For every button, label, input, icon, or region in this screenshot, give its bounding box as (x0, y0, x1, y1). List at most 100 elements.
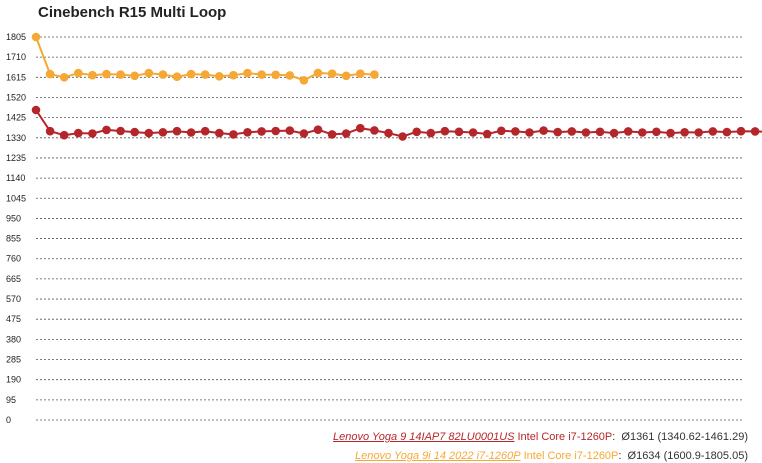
data-point[interactable] (186, 69, 196, 79)
data-point[interactable] (356, 123, 365, 133)
data-point[interactable] (215, 128, 224, 138)
y-tick-label: 190 (6, 375, 21, 385)
y-axis-ticks: 1805171016151520142513301235114010459508… (6, 32, 26, 425)
data-point[interactable] (638, 128, 647, 137)
y-tick-label: 665 (6, 274, 21, 284)
data-point[interactable] (412, 127, 422, 137)
data-point[interactable] (257, 127, 266, 136)
data-point[interactable] (130, 127, 139, 137)
data-point[interactable] (426, 128, 436, 138)
y-tick-label: 95 (6, 395, 16, 405)
data-point[interactable] (31, 32, 41, 42)
data-point[interactable] (327, 130, 337, 139)
data-point[interactable] (45, 126, 55, 136)
data-point[interactable] (497, 126, 506, 136)
data-point[interactable] (341, 71, 351, 81)
data-point[interactable] (623, 127, 633, 136)
data-point[interactable] (708, 127, 718, 136)
legend-link-yoga-9i-14-2022[interactable]: Lenovo Yoga 9i 14 2022 i7-1260P (355, 450, 521, 462)
data-point[interactable] (74, 68, 83, 78)
legend-link-yoga-9-14iap7[interactable]: Lenovo Yoga 9 14IAP7 82LU0001US (333, 431, 515, 443)
data-point[interactable] (31, 105, 41, 115)
data-point[interactable] (666, 128, 675, 138)
data-point[interactable] (243, 68, 252, 78)
data-point[interactable] (130, 71, 139, 81)
data-point[interactable] (257, 70, 266, 79)
y-tick-label: 1330 (6, 133, 26, 143)
data-point[interactable] (59, 73, 69, 82)
data-point[interactable] (356, 69, 365, 78)
data-point[interactable] (468, 128, 478, 137)
data-point[interactable] (229, 130, 238, 139)
data-point[interactable] (271, 70, 281, 80)
data-point[interactable] (722, 127, 732, 137)
y-tick-label: 1235 (6, 153, 26, 163)
legend-stats-yoga-9i-14-2022: Ø1634 (1600.9-1805.05) (627, 450, 748, 462)
data-point[interactable] (511, 127, 520, 136)
data-point[interactable] (59, 130, 69, 140)
data-point[interactable] (271, 126, 281, 136)
data-point[interactable] (215, 72, 224, 81)
data-point[interactable] (525, 128, 534, 137)
chart-title: Cinebench R15 Multi Loop (38, 4, 227, 21)
data-point[interactable] (694, 128, 703, 137)
data-point[interactable] (74, 128, 83, 138)
data-point[interactable] (144, 68, 154, 78)
series-layer (31, 32, 762, 141)
data-point[interactable] (200, 70, 210, 79)
data-point[interactable] (750, 127, 760, 136)
data-point[interactable] (285, 71, 295, 80)
y-tick-label: 760 (6, 254, 21, 264)
data-point[interactable] (384, 128, 393, 138)
data-point[interactable] (158, 70, 168, 79)
data-point[interactable] (172, 72, 182, 81)
data-point[interactable] (299, 76, 309, 85)
data-point[interactable] (144, 128, 154, 138)
data-point[interactable] (539, 126, 548, 135)
data-point[interactable] (102, 69, 111, 79)
data-point[interactable] (327, 69, 337, 78)
data-point[interactable] (595, 127, 605, 137)
data-point[interactable] (172, 126, 182, 136)
data-point[interactable] (313, 125, 323, 134)
legend-separator: : (612, 431, 619, 443)
data-point[interactable] (313, 68, 323, 78)
legend-separator: : (618, 450, 625, 462)
data-point[interactable] (200, 126, 210, 136)
data-point[interactable] (398, 132, 407, 141)
data-point[interactable] (370, 126, 379, 135)
data-point[interactable] (45, 69, 55, 79)
data-point[interactable] (440, 126, 450, 136)
data-point[interactable] (567, 127, 577, 136)
y-tick-label: 475 (6, 314, 21, 324)
data-point[interactable] (285, 126, 295, 135)
data-point[interactable] (553, 127, 562, 137)
data-point[interactable] (158, 128, 168, 137)
data-point[interactable] (116, 70, 125, 79)
data-point[interactable] (186, 128, 196, 137)
data-point[interactable] (299, 129, 309, 138)
legend-entry-yoga-9i-14-2022: Lenovo Yoga 9i 14 2022 i7-1260P Intel Cor… (355, 450, 748, 462)
data-point[interactable] (581, 128, 591, 137)
data-point[interactable] (652, 127, 661, 137)
data-point[interactable] (102, 125, 111, 135)
y-tick-label: 0 (6, 415, 11, 425)
legend-stats-yoga-9-14iap7: Ø1361 (1340.62-1461.29) (621, 431, 748, 443)
grid-lines (36, 36, 744, 421)
data-point[interactable] (88, 129, 97, 138)
y-tick-label: 1140 (6, 173, 25, 183)
data-point[interactable] (609, 128, 619, 138)
data-point[interactable] (680, 128, 689, 137)
data-point[interactable] (88, 70, 97, 80)
data-point[interactable] (243, 128, 252, 137)
data-point[interactable] (341, 129, 351, 138)
data-point[interactable] (454, 127, 464, 137)
data-point[interactable] (482, 129, 492, 139)
data-point[interactable] (116, 126, 125, 136)
data-point[interactable] (229, 70, 238, 80)
data-point[interactable] (370, 70, 379, 79)
data-point[interactable] (736, 126, 746, 136)
y-tick-label: 1710 (6, 52, 26, 62)
legend-cpu-yoga-9-14iap7: Intel Core i7-1260P (517, 431, 613, 443)
y-tick-label: 1045 (6, 193, 26, 203)
